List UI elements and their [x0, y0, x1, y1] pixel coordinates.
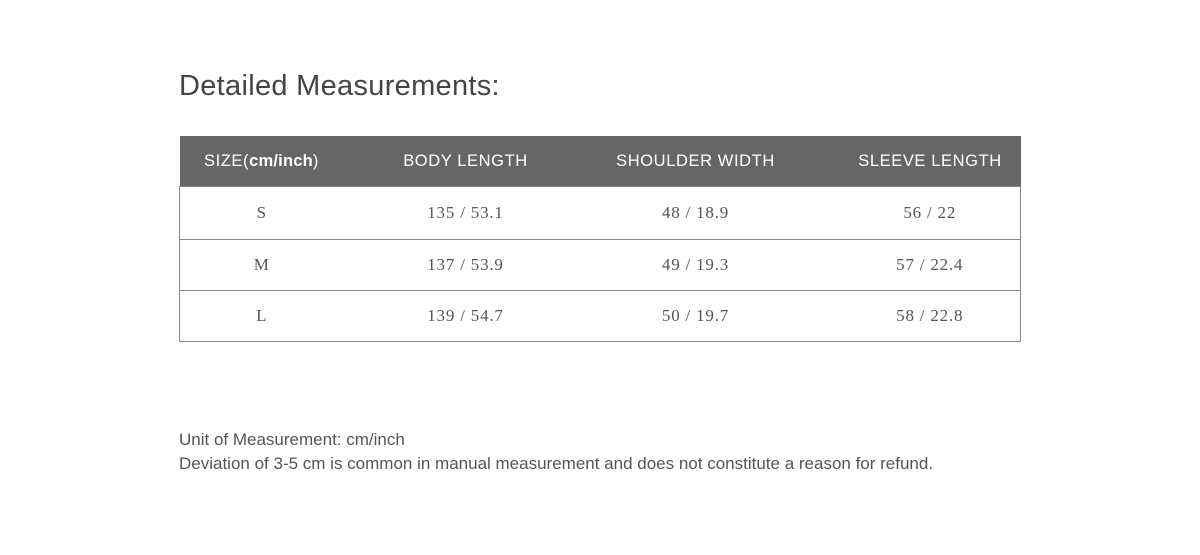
cell-shoulder-width: 48 / 18.9	[587, 186, 804, 240]
cell-shoulder-width: 49 / 19.3	[587, 239, 804, 291]
header-size: SIZE(cm/inch)	[179, 136, 344, 187]
page-title: Detailed Measurements:	[179, 70, 500, 102]
cell-size: M	[179, 239, 344, 291]
table-row: M 137 / 53.9 49 / 19.3 57 / 22.4	[179, 239, 1021, 291]
header-size-unit: cm/inch	[249, 151, 313, 170]
cell-size: S	[179, 186, 344, 240]
header-size-suffix: )	[312, 151, 320, 170]
unit-note: Unit of Measurement: cm/inch	[179, 430, 405, 449]
cell-sleeve-length: 58 / 22.8	[803, 290, 1021, 342]
cell-body-length: 137 / 53.9	[343, 239, 588, 291]
header-sleeve-length: SLEEVE LENGTH	[803, 136, 1021, 187]
header-body-length: BODY LENGTH	[343, 136, 588, 187]
table-header-row: SIZE(cm/inch) BODY LENGTH SHOULDER WIDTH…	[179, 136, 1021, 187]
cell-sleeve-length: 56 / 22	[803, 186, 1021, 240]
notes: Unit of Measurement: cm/inch Deviation o…	[179, 428, 933, 476]
cell-size: L	[179, 290, 344, 342]
table-row: S 135 / 53.1 48 / 18.9 56 / 22	[179, 186, 1021, 240]
deviation-note: Deviation of 3-5 cm is common in manual …	[179, 454, 934, 473]
table-row: L 139 / 54.7 50 / 19.7 58 / 22.8	[179, 290, 1021, 342]
cell-body-length: 139 / 54.7	[343, 290, 588, 342]
cell-shoulder-width: 50 / 19.7	[587, 290, 804, 342]
measurement-table: SIZE(cm/inch) BODY LENGTH SHOULDER WIDTH…	[179, 136, 1021, 342]
header-shoulder-width: SHOULDER WIDTH	[587, 136, 804, 187]
cell-body-length: 135 / 53.1	[343, 186, 588, 240]
header-size-prefix: SIZE(	[203, 151, 250, 170]
cell-sleeve-length: 57 / 22.4	[803, 239, 1021, 291]
